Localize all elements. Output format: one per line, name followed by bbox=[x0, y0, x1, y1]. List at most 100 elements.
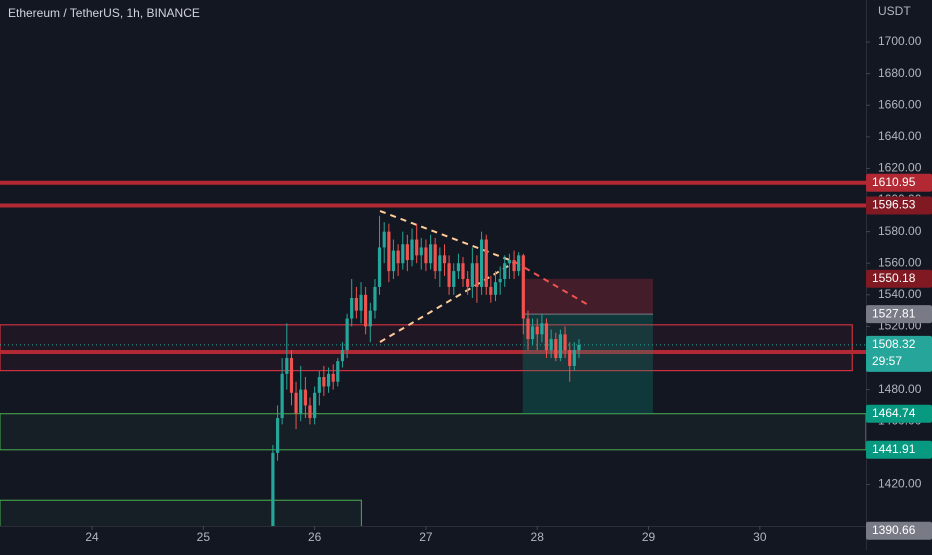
price-label: 1550.18 bbox=[872, 271, 916, 285]
candle-body bbox=[391, 250, 396, 272]
candle-body bbox=[433, 244, 437, 272]
candle-body bbox=[470, 263, 474, 287]
candle-body bbox=[438, 255, 442, 272]
candle-body bbox=[530, 326, 535, 340]
candle-body bbox=[280, 373, 284, 419]
candle-body bbox=[303, 389, 307, 406]
candle-body bbox=[424, 247, 428, 264]
candle-body bbox=[331, 373, 335, 382]
candle-body bbox=[503, 263, 507, 280]
candle-body bbox=[456, 263, 461, 272]
candle-body bbox=[405, 244, 409, 261]
candle-body bbox=[461, 263, 465, 280]
zone bbox=[0, 324, 853, 372]
candle-body bbox=[271, 452, 275, 535]
candle-body bbox=[313, 392, 317, 419]
candle-body bbox=[359, 294, 363, 311]
candle-body bbox=[350, 297, 354, 319]
chart-title: Ethereum / TetherUS, 1h, BINANCE bbox=[8, 6, 200, 20]
candle-body bbox=[368, 310, 372, 327]
candle-body bbox=[289, 358, 294, 393]
candle-body bbox=[572, 350, 576, 366]
y-unit: USDT bbox=[878, 4, 911, 18]
candle-body bbox=[521, 255, 525, 319]
candle-body bbox=[475, 263, 479, 287]
price-label: 1508.32 bbox=[872, 337, 916, 351]
price-label: 1464.74 bbox=[872, 406, 916, 420]
x-tick-label: 24 bbox=[85, 530, 99, 544]
y-tick-label: 1640.00 bbox=[878, 129, 922, 143]
candle-body bbox=[479, 239, 484, 287]
candle-body bbox=[410, 239, 414, 261]
x-tick-label: 29 bbox=[642, 530, 656, 544]
candle-body bbox=[452, 271, 456, 287]
position-risk bbox=[522, 278, 653, 315]
y-tick-label: 1580.00 bbox=[878, 224, 922, 238]
triangle-upper bbox=[379, 210, 516, 263]
candle-body bbox=[401, 244, 405, 264]
candle-body bbox=[544, 323, 549, 351]
triangle-lower bbox=[379, 261, 516, 343]
candle-body bbox=[308, 405, 312, 419]
candle-body bbox=[387, 231, 391, 272]
candle-body bbox=[466, 279, 470, 287]
y-tick-label: 1680.00 bbox=[878, 66, 922, 80]
candle-body bbox=[563, 334, 567, 351]
candle-body bbox=[294, 392, 298, 414]
candle-body bbox=[299, 389, 303, 414]
x-tick-label: 25 bbox=[197, 530, 211, 544]
y-tick-label: 1480.00 bbox=[878, 382, 922, 396]
triangle-drawing bbox=[379, 210, 591, 343]
y-tick-label: 1560.00 bbox=[878, 255, 922, 269]
price-label-bg bbox=[866, 269, 932, 288]
price-label-bg bbox=[866, 173, 932, 192]
y-tick-label: 1540.00 bbox=[878, 287, 922, 301]
y-tick-label: 1620.00 bbox=[878, 161, 922, 175]
candle-body bbox=[396, 250, 400, 264]
price-label: 1610.95 bbox=[872, 175, 916, 189]
x-axis-panel bbox=[0, 526, 866, 550]
position-target bbox=[522, 314, 653, 414]
candle-body bbox=[326, 373, 331, 387]
candle-body bbox=[535, 326, 539, 335]
candle-body bbox=[554, 339, 558, 359]
candle-body bbox=[419, 247, 423, 256]
candle-body bbox=[447, 263, 451, 287]
x-tick-label: 26 bbox=[308, 530, 322, 544]
candle-body bbox=[415, 239, 419, 256]
zone bbox=[0, 413, 867, 451]
candle-body bbox=[540, 323, 544, 335]
price-label: 1596.53 bbox=[872, 198, 916, 212]
candle-body bbox=[577, 344, 581, 351]
x-tick-label: 30 bbox=[753, 530, 767, 544]
price-label-bg bbox=[866, 404, 932, 423]
candle-body bbox=[429, 244, 433, 264]
candle-body bbox=[285, 358, 289, 374]
price-label-bg bbox=[866, 521, 932, 540]
candle-body bbox=[340, 350, 345, 362]
candle-body bbox=[507, 260, 512, 264]
candle-body bbox=[498, 279, 502, 283]
candle-body bbox=[377, 247, 382, 287]
candle-body bbox=[364, 294, 368, 327]
candle-body bbox=[489, 286, 493, 295]
candle-body bbox=[512, 260, 516, 272]
price-label: 1441.91 bbox=[872, 442, 916, 456]
candle-body bbox=[442, 255, 447, 264]
candle-body bbox=[354, 297, 358, 311]
candle-body bbox=[549, 339, 553, 351]
price-label: 1527.81 bbox=[872, 306, 916, 320]
candle-body bbox=[568, 350, 572, 366]
candle-body bbox=[322, 376, 326, 387]
price-label-bg bbox=[866, 196, 932, 215]
price-label-bg bbox=[866, 440, 932, 459]
breakout-projection bbox=[514, 261, 591, 307]
candle-body bbox=[493, 282, 498, 295]
candle-body bbox=[526, 318, 530, 340]
price-label: 1390.66 bbox=[872, 523, 916, 537]
candle-body bbox=[373, 286, 377, 311]
x-tick-label: 27 bbox=[419, 530, 433, 544]
candle-body bbox=[382, 231, 386, 248]
